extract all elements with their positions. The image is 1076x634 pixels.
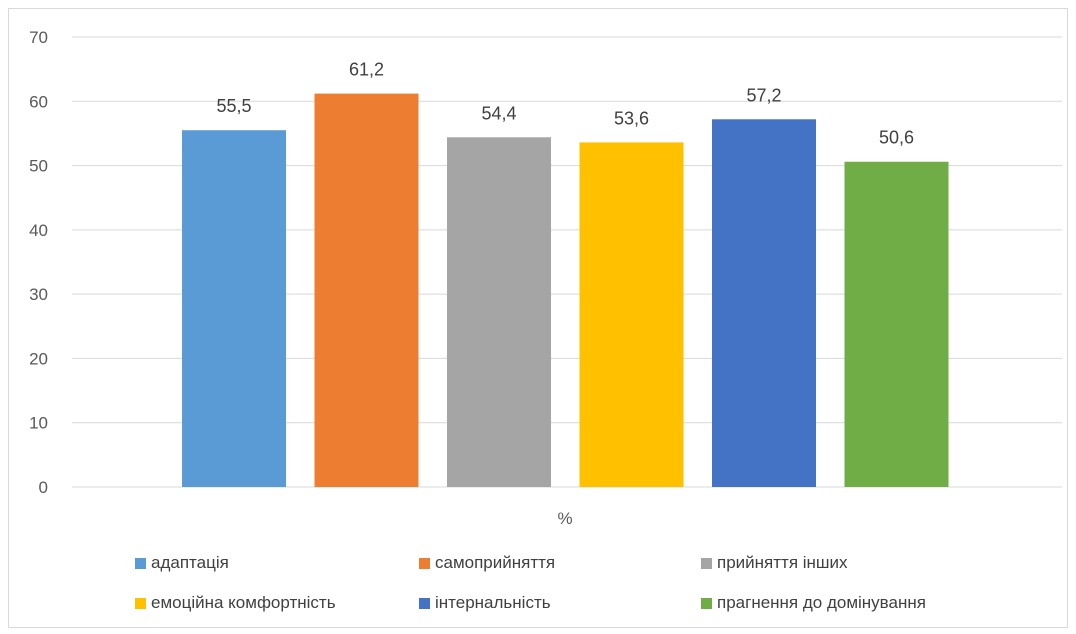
data-label: 57,2 [746,85,781,105]
legend-swatch [701,598,712,609]
bar-4 [579,142,684,487]
legend-label: адаптація [151,553,229,572]
bar-1 [182,130,286,487]
bar-5 [712,119,816,488]
y-tick-label: 20 [29,349,48,368]
legend-swatch [135,598,146,609]
bar-2 [314,93,419,488]
legend-swatch [701,558,712,569]
y-tick-label: 0 [39,478,48,497]
bar-3 [447,137,551,488]
y-tick-label: 30 [29,285,48,304]
legend-label: інтернальність [435,593,551,612]
legend-label: самоприйняття [435,553,555,572]
y-tick-label: 50 [29,157,48,176]
legend-label: прийняття інших [717,553,848,572]
y-axis-ticks: 0 10 20 30 40 50 60 70 [29,28,48,497]
y-tick-label: 10 [29,414,48,433]
y-tick-label: 40 [29,221,48,240]
legend: адаптація самоприйняття прийняття інших емо… [135,553,926,612]
bars [182,93,949,488]
bar-6 [844,161,949,487]
data-label: 54,4 [481,103,516,123]
data-label: 53,6 [614,108,649,128]
legend-label: прагнення до домінування [717,593,926,612]
legend-swatch [419,598,430,609]
data-label: 61,2 [349,60,384,80]
data-label: 50,6 [879,128,914,148]
data-labels: 55,5 61,2 54,4 53,6 57,2 50,6 [216,60,914,148]
data-label: 55,5 [216,96,251,116]
legend-swatch [135,558,146,569]
legend-label: емоційна комфортність [151,593,336,612]
legend-swatch [419,558,430,569]
y-tick-label: 60 [29,92,48,111]
y-tick-label: 70 [29,28,48,47]
x-axis-label: % [557,509,572,528]
